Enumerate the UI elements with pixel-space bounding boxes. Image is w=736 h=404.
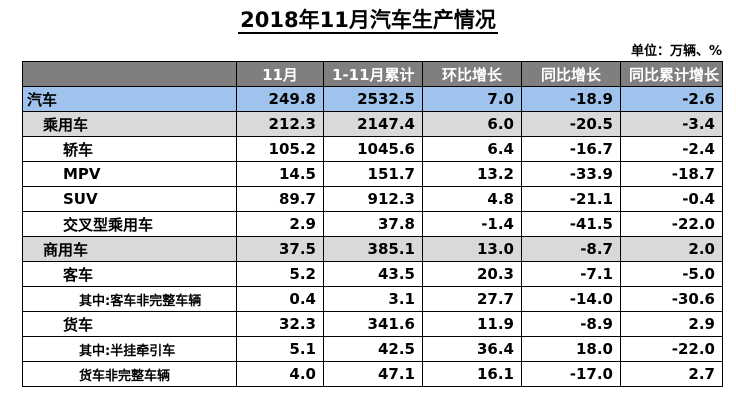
header-cell-category bbox=[22, 61, 237, 87]
row-label: 其中:客车非完整车辆 bbox=[22, 286, 237, 312]
title-text: 2018年11月汽车生产情况 bbox=[238, 8, 498, 34]
row-label: 乘用车 bbox=[22, 111, 237, 137]
month-value-cell: 4.0 bbox=[236, 361, 324, 387]
yoy-growth-cell: -8.9 bbox=[521, 311, 621, 337]
yoy-cum-growth-cell: 2.7 bbox=[620, 361, 723, 387]
ytd-value-cell: 3.1 bbox=[323, 286, 423, 312]
row-label: 交叉型乘用车 bbox=[22, 211, 237, 237]
mom-growth-cell: 36.4 bbox=[422, 336, 522, 362]
row-label: 其中:半挂牵引车 bbox=[22, 336, 237, 362]
ytd-value-cell: 37.8 bbox=[323, 211, 423, 237]
ytd-value-cell: 151.7 bbox=[323, 161, 423, 187]
month-value-cell: 32.3 bbox=[236, 311, 324, 337]
mom-growth-cell: 11.9 bbox=[422, 311, 522, 337]
yoy-cum-growth-cell: -5.0 bbox=[620, 261, 723, 287]
yoy-growth-cell: -18.9 bbox=[521, 86, 621, 112]
month-value-cell: 105.2 bbox=[236, 136, 324, 162]
table-row: 货车非完整车辆 4.0 47.1 16.1 -17.0 2.7 bbox=[22, 361, 723, 387]
mom-growth-cell: -1.4 bbox=[422, 211, 522, 237]
ytd-value-cell: 1045.6 bbox=[323, 136, 423, 162]
page-title: 2018年11月汽车生产情况 bbox=[0, 4, 736, 34]
yoy-growth-cell: -7.1 bbox=[521, 261, 621, 287]
table-row: SUV 89.7 912.3 4.8 -21.1 -0.4 bbox=[22, 186, 723, 212]
month-value-cell: 89.7 bbox=[236, 186, 324, 212]
ytd-value-cell: 42.5 bbox=[323, 336, 423, 362]
yoy-growth-cell: -20.5 bbox=[521, 111, 621, 137]
header-cell-yoy-cum: 同比累计增长 bbox=[620, 61, 723, 87]
ytd-value-cell: 385.1 bbox=[323, 236, 423, 262]
mom-growth-cell: 27.7 bbox=[422, 286, 522, 312]
ytd-value-cell: 341.6 bbox=[323, 311, 423, 337]
mom-growth-cell: 13.2 bbox=[422, 161, 522, 187]
table-row: 其中:半挂牵引车 5.1 42.5 36.4 18.0 -22.0 bbox=[22, 336, 723, 362]
yoy-growth-cell: -33.9 bbox=[521, 161, 621, 187]
mom-growth-cell: 13.0 bbox=[422, 236, 522, 262]
unit-note: 单位：万辆、% bbox=[630, 44, 722, 59]
ytd-value-cell: 2532.5 bbox=[323, 86, 423, 112]
table-row: MPV 14.5 151.7 13.2 -33.9 -18.7 bbox=[22, 161, 723, 187]
ytd-value-cell: 912.3 bbox=[323, 186, 423, 212]
table-row: 客车 5.2 43.5 20.3 -7.1 -5.0 bbox=[22, 261, 723, 287]
mom-growth-cell: 16.1 bbox=[422, 361, 522, 387]
yoy-growth-cell: -16.7 bbox=[521, 136, 621, 162]
month-value-cell: 2.9 bbox=[236, 211, 324, 237]
row-label: 商用车 bbox=[22, 236, 237, 262]
month-value-cell: 5.1 bbox=[236, 336, 324, 362]
yoy-cum-growth-cell: -2.6 bbox=[620, 86, 723, 112]
yoy-growth-cell: -21.1 bbox=[521, 186, 621, 212]
mom-growth-cell: 4.8 bbox=[422, 186, 522, 212]
ytd-value-cell: 47.1 bbox=[323, 361, 423, 387]
yoy-cum-growth-cell: -0.4 bbox=[620, 186, 723, 212]
table-row: 其中:客车非完整车辆 0.4 3.1 27.7 -14.0 -30.6 bbox=[22, 286, 723, 312]
table-row: 汽车 249.8 2532.5 7.0 -18.9 -2.6 bbox=[22, 86, 723, 112]
header-cell-ytd: 1-11月累计 bbox=[323, 61, 423, 87]
mom-growth-cell: 7.0 bbox=[422, 86, 522, 112]
yoy-growth-cell: 18.0 bbox=[521, 336, 621, 362]
month-value-cell: 212.3 bbox=[236, 111, 324, 137]
mom-growth-cell: 20.3 bbox=[422, 261, 522, 287]
table-row: 货车 32.3 341.6 11.9 -8.9 2.9 bbox=[22, 311, 723, 337]
row-label: 汽车 bbox=[22, 86, 237, 112]
table-body: 汽车 249.8 2532.5 7.0 -18.9 -2.6 乘用车 212.3 2147.4 6… bbox=[22, 86, 723, 387]
yoy-cum-growth-cell: -22.0 bbox=[620, 211, 723, 237]
row-label: 客车 bbox=[22, 261, 237, 287]
ytd-value-cell: 43.5 bbox=[323, 261, 423, 287]
month-value-cell: 0.4 bbox=[236, 286, 324, 312]
yoy-growth-cell: -14.0 bbox=[521, 286, 621, 312]
row-label: 货车非完整车辆 bbox=[22, 361, 237, 387]
table-row: 商用车 37.5 385.1 13.0 -8.7 2.0 bbox=[22, 236, 723, 262]
yoy-cum-growth-cell: 2.9 bbox=[620, 311, 723, 337]
header-cell-yoy: 同比增长 bbox=[521, 61, 621, 87]
mom-growth-cell: 6.0 bbox=[422, 111, 522, 137]
yoy-cum-growth-cell: -22.0 bbox=[620, 336, 723, 362]
production-table: 11月 1-11月累计 环比增长 同比增长 同比累计增长 汽车 249.8 2532… bbox=[22, 61, 723, 387]
row-label: 轿车 bbox=[22, 136, 237, 162]
row-label: 货车 bbox=[22, 311, 237, 337]
table-row: 交叉型乘用车 2.9 37.8 -1.4 -41.5 -22.0 bbox=[22, 211, 723, 237]
ytd-value-cell: 2147.4 bbox=[323, 111, 423, 137]
yoy-cum-growth-cell: -3.4 bbox=[620, 111, 723, 137]
month-value-cell: 37.5 bbox=[236, 236, 324, 262]
yoy-cum-growth-cell: -30.6 bbox=[620, 286, 723, 312]
header-cell-month: 11月 bbox=[236, 61, 324, 87]
row-label: SUV bbox=[22, 186, 237, 212]
header-cell-mom: 环比增长 bbox=[422, 61, 522, 87]
month-value-cell: 249.8 bbox=[236, 86, 324, 112]
row-label: MPV bbox=[22, 161, 237, 187]
table-row: 轿车 105.2 1045.6 6.4 -16.7 -2.4 bbox=[22, 136, 723, 162]
mom-growth-cell: 6.4 bbox=[422, 136, 522, 162]
month-value-cell: 14.5 bbox=[236, 161, 324, 187]
yoy-growth-cell: -17.0 bbox=[521, 361, 621, 387]
month-value-cell: 5.2 bbox=[236, 261, 324, 287]
yoy-cum-growth-cell: 2.0 bbox=[620, 236, 723, 262]
yoy-growth-cell: -8.7 bbox=[521, 236, 621, 262]
yoy-cum-growth-cell: -2.4 bbox=[620, 136, 723, 162]
yoy-growth-cell: -41.5 bbox=[521, 211, 621, 237]
yoy-cum-growth-cell: -18.7 bbox=[620, 161, 723, 187]
header-row: 11月 1-11月累计 环比增长 同比增长 同比累计增长 bbox=[22, 61, 723, 87]
table-row: 乘用车 212.3 2147.4 6.0 -20.5 -3.4 bbox=[22, 111, 723, 137]
